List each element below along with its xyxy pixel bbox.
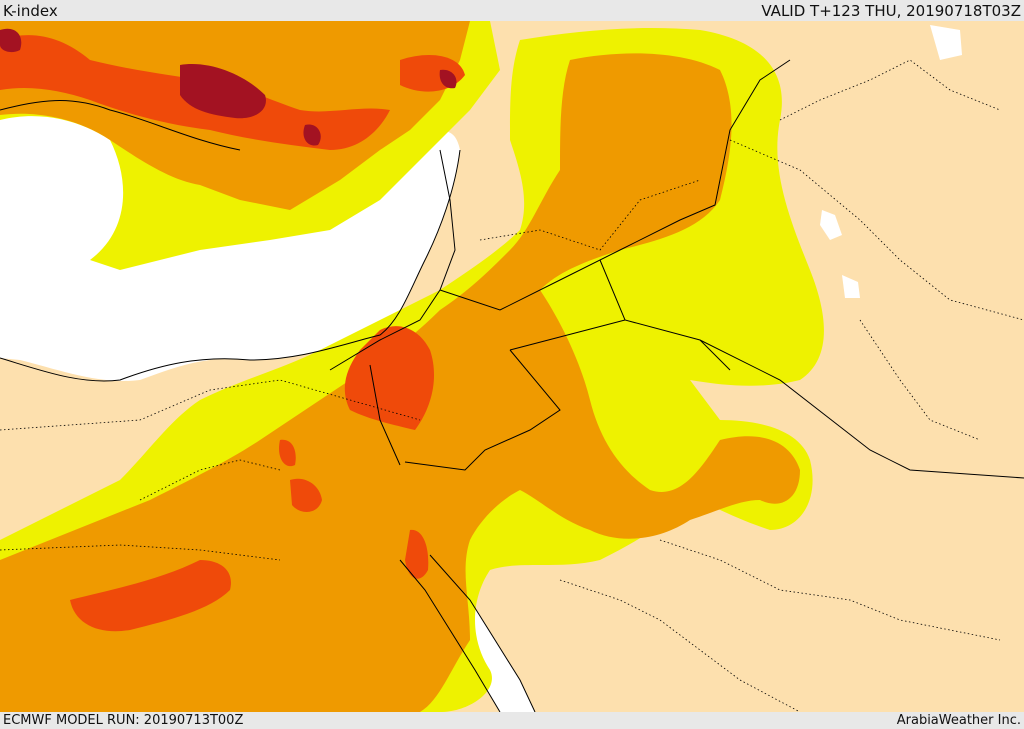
- coastlines: [0, 100, 536, 712]
- model-run: ECMWF MODEL RUN: 20190713T00Z: [3, 713, 244, 728]
- k-index-darkred-region: [0, 28, 457, 146]
- header-bar: K-index VALID T+123 THU, 20190718T03Z: [0, 0, 1024, 21]
- k-index-red-region: [0, 35, 465, 632]
- country-borders: [329, 59, 1024, 479]
- credit: ArabiaWeather Inc.: [896, 713, 1021, 728]
- lake-north: [930, 25, 962, 60]
- map-title: K-index: [3, 1, 58, 20]
- k-index-map: [0, 21, 1024, 712]
- lake-east: [820, 210, 842, 240]
- valid-time: VALID T+123 THU, 20190718T03Z: [761, 1, 1021, 20]
- lake-east-2: [842, 275, 860, 298]
- footer-bar: ECMWF MODEL RUN: 20190713T00Z ArabiaWeat…: [0, 712, 1024, 729]
- admin-borders: [0, 59, 1024, 712]
